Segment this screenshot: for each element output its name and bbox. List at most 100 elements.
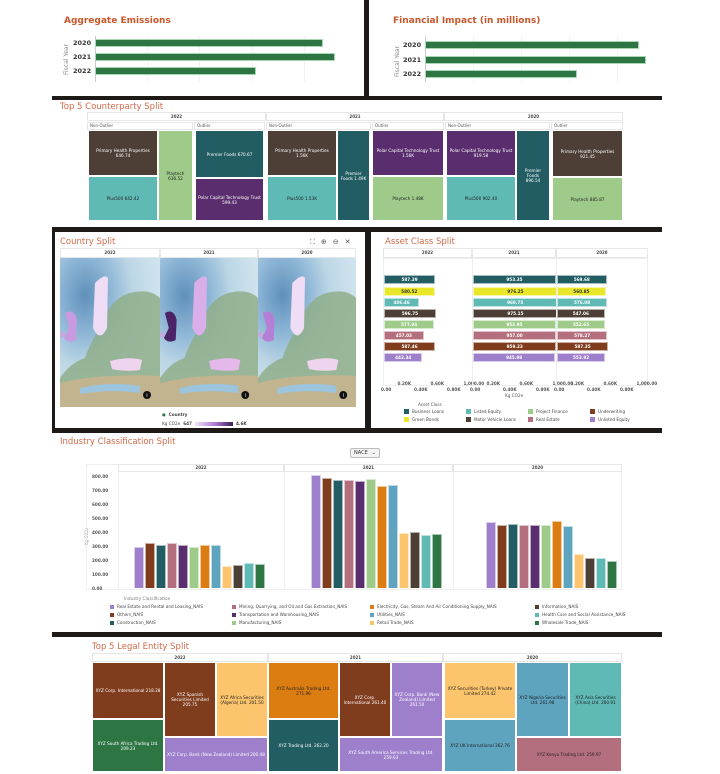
bar[interactable] <box>421 534 431 588</box>
bar-business-loans[interactable]: 953.35 <box>473 275 556 284</box>
bar[interactable] <box>388 485 398 588</box>
treemap-tile[interactable]: Playtech 636.52 <box>158 130 193 221</box>
bar[interactable] <box>596 558 606 588</box>
bar[interactable] <box>222 566 232 588</box>
bar[interactable] <box>497 525 507 588</box>
bar[interactable] <box>366 478 376 588</box>
bar-real-estate[interactable]: 578.27 <box>557 331 608 340</box>
treemap-tile[interactable]: Plus500 642.42 <box>88 176 158 221</box>
treemap-tile[interactable]: XYZ Nigeria Securities Ltd. 261.98 <box>516 662 569 737</box>
treemap-tile[interactable]: Plus500 902.40 <box>446 176 516 221</box>
bar[interactable] <box>541 524 551 588</box>
bar-business-loans[interactable]: 569.68 <box>557 275 607 284</box>
legend-item[interactable]: Manufacturing_NAIS <box>232 620 281 625</box>
bar-real-estate[interactable]: 457.03 <box>384 331 424 340</box>
bar[interactable] <box>355 480 365 588</box>
bar[interactable] <box>552 521 562 588</box>
bar[interactable] <box>233 565 243 588</box>
treemap-tile[interactable]: Primary Health Properties 1.56K <box>267 130 337 176</box>
legend-item[interactable]: Unlisted Equity <box>590 417 630 422</box>
bar-business-loans[interactable]: 587.39 <box>384 275 436 284</box>
treemap-tile[interactable]: XYZ UK International 262.76 <box>444 719 516 772</box>
bar-2022[interactable] <box>95 67 256 75</box>
country-map[interactable]: i <box>258 258 356 407</box>
info-icon[interactable] <box>342 388 352 398</box>
legend-item[interactable]: Wholesale Trade_NAIS <box>535 620 588 625</box>
bar[interactable] <box>244 563 254 588</box>
bar[interactable] <box>410 531 420 588</box>
legend-item[interactable]: Utilities_NAIS <box>370 612 405 617</box>
treemap-tile[interactable]: Polar Capital Technology Trust 1.56K <box>372 130 444 176</box>
bar-project-finance[interactable]: 577.04 <box>384 320 435 329</box>
expand-icon[interactable]: ✕ <box>344 238 351 246</box>
treemap-tile[interactable]: Polar Capital Technology Trust 919.58 <box>446 130 516 176</box>
bar[interactable] <box>344 480 354 588</box>
legend-item[interactable]: Electricity, Gas, Steam And Air Conditio… <box>370 604 497 609</box>
bar[interactable] <box>134 546 144 588</box>
bar-motor-vehicle-loans[interactable]: 975.15 <box>473 309 558 318</box>
bar[interactable] <box>519 525 529 588</box>
bar[interactable] <box>145 542 155 588</box>
classification-select[interactable]: NACE ⌄ <box>350 448 380 458</box>
zoom-in-icon[interactable]: ⊕ <box>320 238 327 246</box>
bar-green-bonds[interactable]: 580.52 <box>384 287 435 296</box>
bar[interactable] <box>156 545 166 588</box>
treemap-tile[interactable]: XYZ Trading Ltd. 262.20 <box>268 719 339 772</box>
bar[interactable] <box>530 524 540 588</box>
bar-real-estate[interactable]: 957.00 <box>473 331 557 340</box>
treemap-tile[interactable]: XYZ Corp. International 218.28 <box>92 662 164 719</box>
legend-item[interactable]: Motor Vehicle Loans <box>466 417 516 422</box>
treemap-tile[interactable]: XYZ South Africa Trading Ltd. 209.23 <box>92 719 164 772</box>
legend-item[interactable]: Information_NAIS <box>535 604 578 609</box>
legend-item[interactable]: Underwriting <box>590 409 625 414</box>
treemap-tile[interactable]: XYZ Securities (Turkey) Private Limited … <box>444 662 516 719</box>
legend-item[interactable]: Real Estate <box>528 417 560 422</box>
bar[interactable] <box>432 533 442 588</box>
legend-item[interactable]: Others_NAIS <box>110 612 143 617</box>
treemap-tile[interactable]: XYZ Corp. Bank (New Zealand) Limited 261… <box>391 662 443 737</box>
bar-2021[interactable] <box>425 56 646 64</box>
bar[interactable] <box>255 564 265 588</box>
bar[interactable] <box>563 526 573 588</box>
legend-item[interactable]: Mining, Quarrying, and Oil and Gas Extra… <box>232 604 347 609</box>
treemap-tile[interactable]: Primary Health Properties 921.45 <box>552 130 623 177</box>
bar-underwriting[interactable]: 587.35 <box>557 342 609 351</box>
bar[interactable] <box>399 532 409 588</box>
treemap-tile[interactable]: Plus500 1.53K <box>267 176 337 221</box>
bar-project-finance[interactable]: 552.65 <box>557 320 606 329</box>
legend-item[interactable]: Health Care and Social Assistance_NAIS <box>535 612 625 617</box>
treemap-tile[interactable]: Playtech 885.87 <box>552 177 623 221</box>
bar[interactable] <box>607 561 617 588</box>
bar-green-bonds[interactable]: 560.85 <box>557 287 606 296</box>
zoom-out-icon[interactable]: ⊖ <box>332 238 339 246</box>
info-icon[interactable] <box>146 388 156 398</box>
treemap-tile[interactable]: Premier Foods 896.54 <box>516 130 550 221</box>
fit-icon[interactable]: ⛶ <box>310 238 315 246</box>
treemap-tile[interactable]: Playtech 1.48K <box>372 176 444 221</box>
bar-2020[interactable] <box>425 41 640 49</box>
bar-project-finance[interactable]: 952.95 <box>473 320 556 329</box>
bar-unlisted-equity[interactable]: 945.98 <box>473 353 556 362</box>
bar[interactable] <box>333 479 343 588</box>
treemap-tile[interactable]: XYZ Asia Securities (China) Ltd. 260.91 <box>569 662 622 737</box>
bar-green-bonds[interactable]: 976.25 <box>473 287 558 296</box>
treemap-tile[interactable]: Premier Foods 670.67 <box>195 130 264 178</box>
treemap-tile[interactable]: XYZ Africa Securities (Algeria) Ltd. 201… <box>216 662 268 737</box>
bar-listed-equity[interactable]: 969.75 <box>473 298 558 307</box>
bar-underwriting[interactable]: 587.46 <box>384 342 436 351</box>
bar[interactable] <box>178 544 188 588</box>
bar-motor-vehicle-loans[interactable]: 547.06 <box>557 309 605 318</box>
bar[interactable] <box>189 546 199 588</box>
bar-2022[interactable] <box>425 70 578 78</box>
country-map[interactable]: i <box>160 258 258 407</box>
bar[interactable] <box>322 478 332 588</box>
treemap-tile[interactable]: XYZ Spanish Securities Limited 205.75 <box>164 662 216 737</box>
bar[interactable] <box>585 558 595 588</box>
bar[interactable] <box>167 543 177 588</box>
bar[interactable] <box>486 522 496 588</box>
treemap-tile[interactable]: XYZ South America Services Trading Ltd. … <box>339 737 443 772</box>
info-icon[interactable] <box>244 388 254 398</box>
bar-motor-vehicle-loans[interactable]: 596.75 <box>384 309 436 318</box>
treemap-tile[interactable]: XYZ Corp. International 261.40 <box>339 662 391 737</box>
bar[interactable] <box>200 545 210 588</box>
